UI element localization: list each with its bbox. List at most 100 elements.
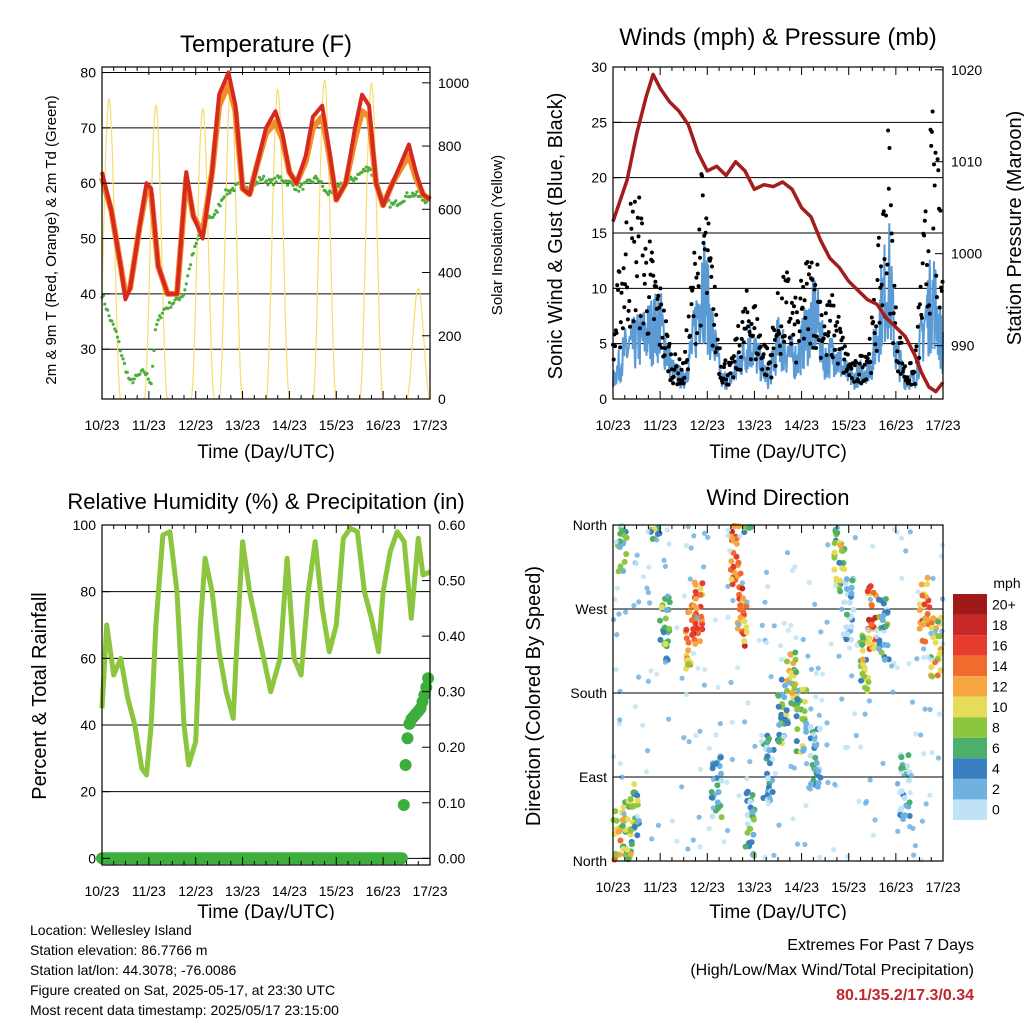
wind-direction-point	[805, 653, 811, 659]
wind-direction-point	[628, 841, 635, 848]
gust-point	[813, 283, 818, 287]
gust-point	[702, 233, 707, 238]
wind-direction-points	[610, 522, 946, 863]
gust-point	[788, 316, 793, 321]
colorbar-tick-label: 0	[992, 802, 1000, 818]
gust-point	[734, 336, 739, 341]
wind-direction-point	[876, 645, 883, 652]
wind-direction-point	[759, 732, 765, 739]
dewpoint-point	[368, 168, 373, 172]
gust-point	[731, 375, 736, 380]
colorbar-tick-label: 6	[992, 740, 1000, 756]
winds-xlabel: Time (Day/UTC)	[709, 442, 847, 463]
gust-point	[629, 226, 634, 231]
wind-direction-point	[640, 722, 646, 728]
gust-point	[693, 342, 698, 346]
gust-point	[673, 352, 678, 357]
wind-direction-point	[790, 567, 796, 574]
gust-point	[916, 305, 921, 310]
wind-direction-point	[697, 585, 704, 592]
dewpoint-point	[138, 372, 142, 376]
wind-direction-point	[644, 585, 650, 591]
dewpoint-point	[184, 282, 188, 286]
wind-direction-point	[631, 781, 638, 788]
gust-point	[801, 336, 806, 341]
gust-point	[613, 344, 618, 349]
gust-point	[912, 382, 917, 386]
wind-direction-point	[715, 684, 721, 690]
solar-insolation-curve	[359, 82, 384, 400]
wind-direction-point	[666, 599, 673, 606]
colorbar-tick-label: 18	[992, 617, 1008, 633]
wind-direction-point	[873, 633, 880, 640]
wind-direction-point	[868, 602, 875, 609]
gust-point	[748, 357, 753, 362]
wind-direction-point	[882, 623, 889, 630]
temperature-title: Temperature (F)	[180, 31, 352, 58]
wind-direction-panel: Wind Direction Direction (Colored By Spe…	[523, 485, 1021, 920]
wind-direction-point	[621, 532, 628, 539]
wind-direction-point	[697, 728, 703, 734]
gust-point	[662, 353, 667, 358]
temperature-x-tick-label: 10/23	[84, 417, 119, 433]
gust-point	[659, 302, 664, 307]
wind-direction-point	[784, 658, 790, 665]
gust-point	[845, 367, 850, 372]
wind-direction-point	[932, 639, 939, 646]
dewpoint-point	[152, 349, 156, 353]
dewpoint-point	[194, 241, 198, 246]
wind-direction-point	[801, 708, 808, 715]
gust-point	[879, 264, 883, 269]
gust-point	[798, 296, 803, 301]
wind-direction-point	[824, 742, 830, 748]
wind-direction-point	[854, 642, 860, 648]
gust-point	[655, 297, 660, 301]
dewpoint-point	[300, 182, 304, 187]
wind-direction-point	[614, 585, 620, 591]
dewpoint-point	[218, 204, 222, 208]
wind-direction-x-tick-label: 13/23	[737, 879, 772, 895]
wind-direction-point	[663, 607, 670, 614]
wind-direction-point	[767, 795, 773, 801]
wind-direction-point	[801, 698, 808, 705]
wind-direction-point	[747, 825, 754, 832]
dewpoint-point	[319, 180, 323, 184]
wind-direction-point	[793, 669, 800, 676]
data-timestamp: Most recent data timestamp: 2025/05/17 2…	[30, 1002, 339, 1018]
humidity-y2-tick-label: 0.10	[438, 795, 465, 811]
gust-point	[773, 363, 778, 368]
wind-direction-point	[788, 670, 795, 677]
wind-direction-point	[643, 769, 650, 775]
wind-direction-point	[645, 748, 651, 754]
sonic-wind-line	[612, 223, 944, 391]
wind-direction-x-tick-label: 14/23	[784, 879, 819, 895]
wind-direction-point	[936, 711, 942, 717]
gust-point	[830, 355, 835, 360]
wind-direction-point	[612, 808, 619, 815]
wind-direction-point	[866, 698, 873, 704]
gust-point	[695, 331, 700, 336]
wind-direction-point	[619, 523, 625, 529]
gust-point	[789, 341, 794, 346]
wind-direction-point	[831, 540, 838, 547]
gust-point	[832, 333, 837, 338]
wind-direction-point	[705, 534, 711, 540]
wind-direction-point	[832, 781, 838, 787]
wind-direction-point	[674, 625, 680, 631]
winds-y2-tick-label: 1020	[951, 62, 982, 78]
wind-direction-point	[718, 770, 724, 777]
gust-point	[676, 371, 681, 376]
wind-direction-point	[819, 671, 826, 677]
gust-point	[700, 174, 705, 179]
gust-point	[618, 320, 623, 325]
dewpoint-point	[149, 382, 153, 386]
wind-direction-point	[729, 581, 736, 588]
gust-point	[710, 343, 715, 348]
wind-direction-point	[793, 713, 800, 720]
wind-direction-point	[815, 768, 822, 775]
dewpoint-point	[405, 191, 409, 195]
gust-point	[929, 129, 934, 134]
wind-direction-point	[730, 563, 737, 570]
gust-point	[751, 333, 755, 338]
wind-direction-point	[825, 779, 831, 786]
